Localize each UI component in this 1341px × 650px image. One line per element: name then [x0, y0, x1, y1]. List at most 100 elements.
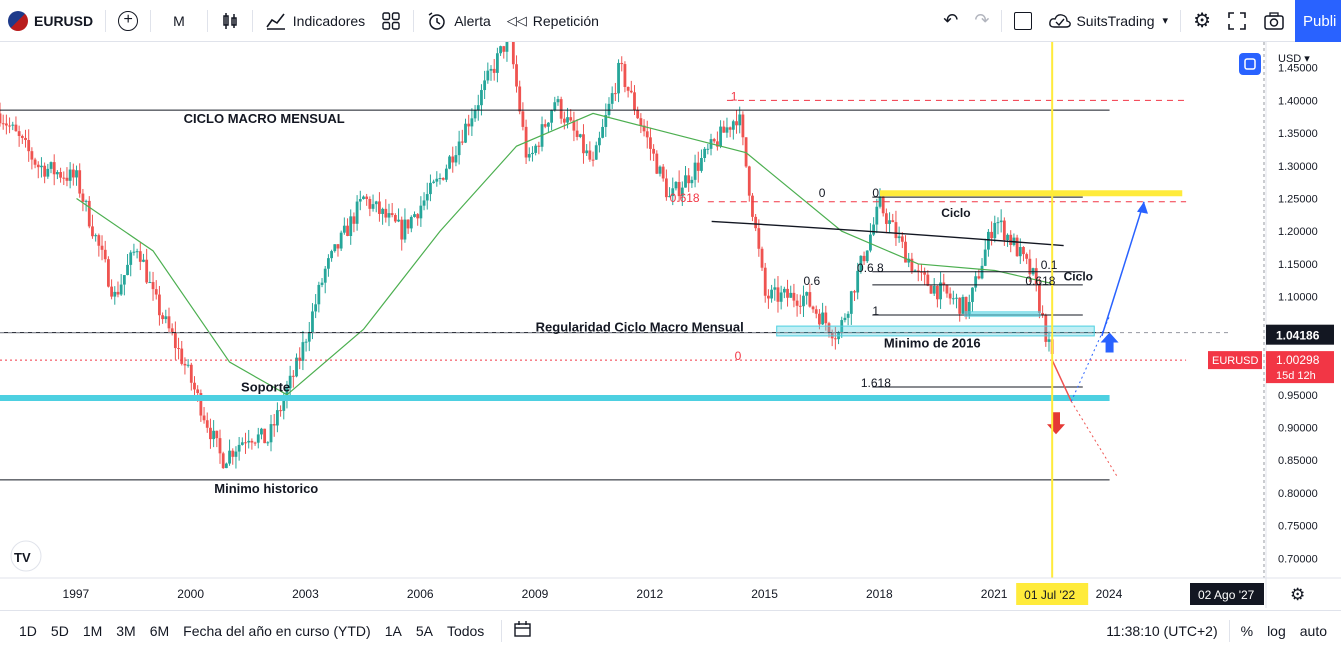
- last-price-box: [1266, 351, 1334, 384]
- candle-body: [601, 126, 605, 138]
- range-button-7[interactable]: 5A: [415, 622, 433, 639]
- candle-body: [926, 274, 930, 286]
- candle-body: [1002, 220, 1006, 241]
- range-button-2[interactable]: 1M: [82, 622, 103, 639]
- replay-button[interactable]: ◁◁ Repetición: [499, 0, 607, 42]
- moving-average-line: [76, 112, 1053, 396]
- lock-scale-button[interactable]: [1239, 53, 1261, 75]
- range-button-5[interactable]: Fecha del año en curso (YTD): [183, 622, 371, 639]
- candle-body: [33, 159, 37, 165]
- bottom-right-controls: 11:38:10 (UTC+2) % log auto: [1099, 619, 1341, 642]
- candle-body: [518, 86, 522, 112]
- candle-body: [664, 178, 668, 198]
- candle-body: [757, 228, 761, 249]
- candle-body: [215, 430, 219, 439]
- candle-body: [20, 135, 24, 138]
- fullscreen-button[interactable]: [1219, 0, 1255, 42]
- candle-body: [429, 182, 432, 195]
- candle-body: [527, 154, 531, 158]
- candle-body: [1041, 312, 1045, 315]
- candle-body: [767, 295, 770, 299]
- candle-body: [40, 165, 43, 168]
- candle-body: [460, 141, 464, 143]
- symbol-search[interactable]: EURUSD: [0, 0, 101, 42]
- fullscreen-layout-button[interactable]: [1006, 0, 1040, 42]
- candle-body: [403, 219, 407, 240]
- candle-body: [362, 196, 365, 200]
- candle-body: [467, 123, 471, 127]
- candle-body: [613, 93, 617, 95]
- chart-area[interactable]: CICLO MACRO MENSUAL Regularidad Ciclo Mac…: [0, 23, 1341, 608]
- candle-body: [607, 103, 611, 115]
- y-tick-3: 1.30000: [1278, 161, 1318, 173]
- candle-body: [773, 287, 777, 290]
- candle-body: [987, 231, 990, 250]
- annotation-9: 0.618: [670, 191, 700, 205]
- clock-timezone[interactable]: 11:38:10 (UTC+2): [1106, 622, 1218, 639]
- chevron-down-icon: ▾: [1162, 15, 1169, 27]
- undo-icon: ↶: [943, 10, 959, 30]
- layout-menu-button[interactable]: SuitsTrading ▾: [1040, 0, 1176, 42]
- undo-button[interactable]: ↶: [935, 0, 966, 42]
- range-button-3[interactable]: 3M: [116, 622, 136, 639]
- auto-scale-toggle[interactable]: auto: [1299, 622, 1327, 639]
- candle-body: [751, 195, 754, 217]
- candle-body: [983, 249, 987, 266]
- log-scale-toggle[interactable]: log: [1267, 622, 1286, 639]
- range-button-0[interactable]: 1D: [19, 622, 37, 639]
- candle-body: [30, 151, 34, 160]
- templates-button[interactable]: [373, 0, 409, 42]
- candle-body: [575, 130, 579, 137]
- interval-button[interactable]: M: [155, 0, 203, 42]
- candle-body: [891, 220, 895, 223]
- candle-body: [173, 333, 177, 349]
- alert-button[interactable]: Alerta: [418, 0, 499, 42]
- candle-body: [1028, 258, 1032, 275]
- candle-body: [151, 282, 155, 290]
- percent-scale-toggle[interactable]: %: [1240, 622, 1254, 639]
- candle-body: [521, 111, 525, 127]
- candle-body: [78, 170, 82, 194]
- candle-body: [827, 323, 831, 333]
- candle-body: [480, 90, 483, 106]
- candle-body: [349, 216, 353, 237]
- annotation-11: 0.6 8: [857, 261, 884, 275]
- snapshot-button[interactable]: [1255, 0, 1293, 42]
- range-button-8[interactable]: Todos: [446, 622, 485, 639]
- range-button-1[interactable]: 5D: [50, 622, 69, 639]
- plus-circle-icon: +: [118, 10, 139, 31]
- candle-body: [572, 120, 576, 131]
- candle-body: [24, 137, 27, 141]
- range-button-6[interactable]: 1A: [384, 622, 402, 639]
- date-range-button[interactable]: [506, 620, 540, 641]
- redo-button[interactable]: ↷: [966, 0, 997, 42]
- candle-body: [397, 219, 400, 222]
- candle-body: [499, 46, 502, 54]
- tradingview-logo-icon: [10, 540, 42, 572]
- axis-settings-icon[interactable]: ⚙: [1290, 585, 1305, 604]
- candle-body: [317, 284, 321, 305]
- x-tick-1: 2000: [177, 587, 204, 601]
- candle-body: [843, 317, 847, 321]
- candle-body: [113, 291, 117, 297]
- settings-button[interactable]: ⚙: [1185, 0, 1219, 42]
- compare-button[interactable]: +: [110, 0, 146, 42]
- indicators-button[interactable]: Indicadores: [257, 0, 373, 42]
- plot-background: [0, 42, 1232, 578]
- chart-type-button[interactable]: [212, 0, 248, 42]
- candle-body: [135, 251, 139, 253]
- candle-body: [833, 338, 837, 340]
- candle-body: [604, 114, 608, 127]
- annotation-7: 0: [819, 186, 826, 200]
- annotation-0: CICLO MACRO MENSUAL: [184, 111, 345, 126]
- candle-body: [228, 450, 231, 464]
- range-button-4[interactable]: 6M: [149, 622, 170, 639]
- y-tick-10: 0.90000: [1278, 423, 1318, 435]
- candle-body: [320, 282, 324, 285]
- price-chart[interactable]: CICLO MACRO MENSUAL Regularidad Ciclo Mac…: [0, 23, 1341, 608]
- candle-body: [116, 291, 120, 295]
- candle-body: [295, 357, 298, 377]
- publish-button[interactable]: Publi: [1295, 0, 1341, 42]
- candle-body: [763, 267, 767, 296]
- candle-body: [224, 463, 228, 469]
